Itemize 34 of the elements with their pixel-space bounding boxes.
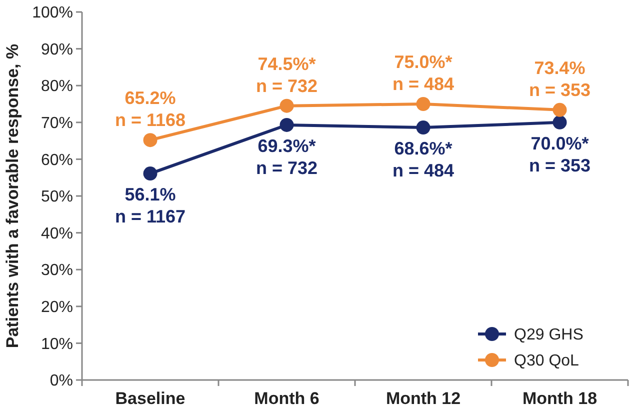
point bbox=[416, 97, 430, 111]
y-tick-label: 40% bbox=[40, 225, 73, 242]
legend-label: Q30 QoL bbox=[514, 352, 580, 370]
y-tick-label: 30% bbox=[40, 262, 73, 280]
data-label: 70.0%* n = 353 bbox=[528, 133, 591, 176]
legend-label: Q29 GHS bbox=[514, 326, 584, 344]
point bbox=[552, 102, 567, 117]
data-label: 68.6%* n = 484 bbox=[392, 138, 454, 181]
y-tick-label: 10% bbox=[40, 336, 73, 353]
point bbox=[552, 115, 567, 130]
x-tick-label: Month 6 bbox=[254, 389, 320, 408]
y-tick-label: 0% bbox=[50, 372, 73, 390]
data-label: 75.0%* n = 484 bbox=[392, 52, 454, 94]
point bbox=[416, 120, 430, 135]
y-tick-label: 20% bbox=[40, 299, 73, 316]
y-axis-title: Patients with a favorable response, % bbox=[3, 44, 22, 348]
x-tick-label: Month 12 bbox=[386, 389, 461, 408]
point bbox=[280, 118, 294, 132]
data-label: 65.2% n = 1168 bbox=[114, 88, 186, 130]
x-tick-label: Month 18 bbox=[522, 389, 598, 408]
y-tick-label: 100% bbox=[32, 4, 73, 22]
y-tick-label: 70% bbox=[40, 115, 73, 132]
data-label: 56.1% n = 1167 bbox=[114, 184, 186, 227]
y-tick-label: 90% bbox=[40, 41, 73, 58]
data-label: 69.3%* n = 732 bbox=[256, 136, 318, 178]
data-label: 74.5%* n = 732 bbox=[256, 54, 318, 96]
point bbox=[280, 98, 294, 113]
data-label: 73.4% n = 353 bbox=[528, 58, 591, 100]
y-tick-label: 80% bbox=[40, 78, 73, 96]
y-tick-label: 50% bbox=[40, 188, 73, 206]
point bbox=[143, 133, 158, 148]
point bbox=[143, 166, 158, 181]
y-tick-label: 60% bbox=[40, 152, 73, 169]
x-tick-label: Baseline bbox=[115, 389, 186, 408]
